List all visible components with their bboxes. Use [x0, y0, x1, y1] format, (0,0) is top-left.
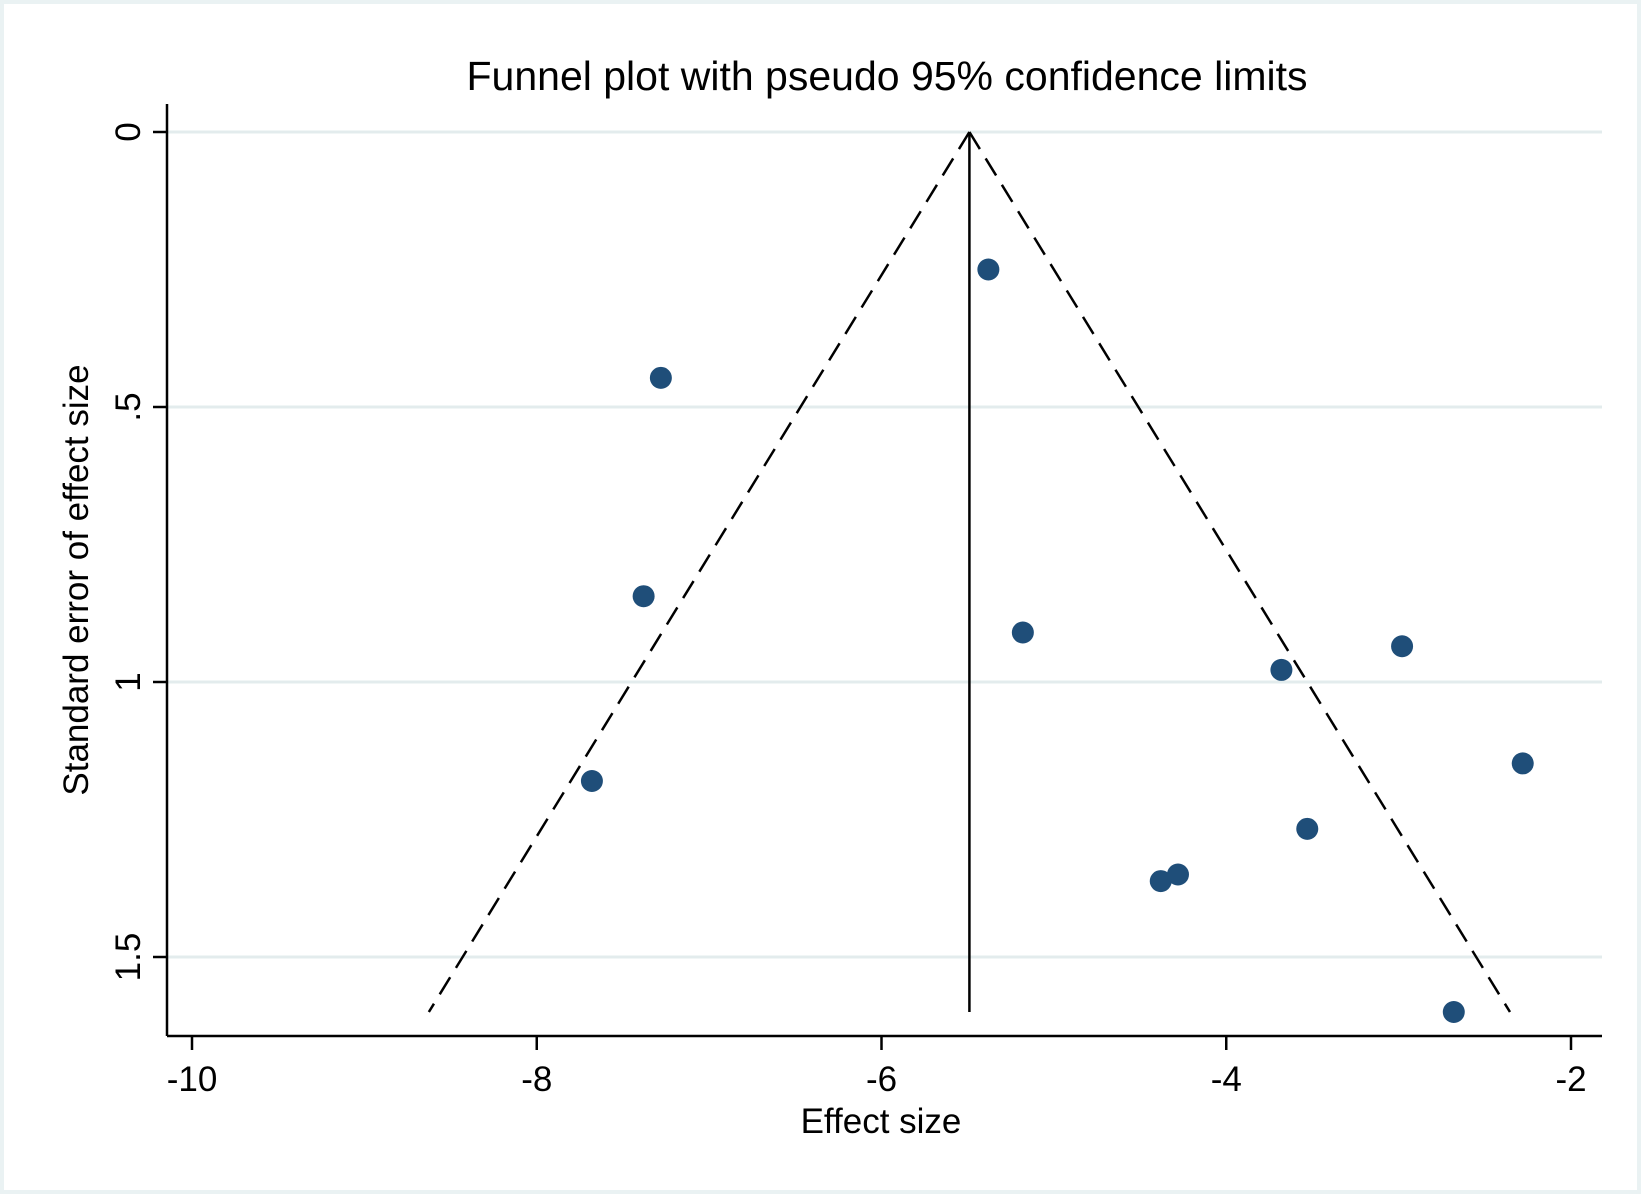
axes: -10 -8 -6 -4 -2 0 .5 1 1.5 [109, 104, 1602, 1099]
data-point-11 [1149, 870, 1172, 893]
gridlines [167, 130, 1602, 959]
data-point-3 [632, 585, 655, 608]
chart-frame: Funnel plot with pseudo 95% confidence l… [4, 4, 1637, 1190]
funnel-left-limit [427, 131, 971, 1013]
y-tick-label-0: 0 [109, 122, 148, 141]
data-point-7 [1391, 635, 1414, 658]
funnel-right-limit [968, 131, 1512, 1013]
x-tick-label-1: -8 [521, 1060, 552, 1099]
data-point-5 [1011, 621, 1034, 644]
data-point-6 [1270, 658, 1293, 681]
chart-title: Funnel plot with pseudo 95% confidence l… [467, 53, 1308, 99]
y-tick-label-3: 1.5 [109, 933, 148, 982]
x-tick-label-4: -2 [1555, 1060, 1586, 1099]
data-point-8 [1511, 752, 1534, 775]
funnel-plot: Funnel plot with pseudo 95% confidence l… [57, 53, 1602, 1141]
data-point-9 [1296, 817, 1319, 840]
y-axis-title: Standard error of effect size [57, 364, 96, 795]
data-point-4 [580, 770, 603, 792]
y-tick-label-2: 1 [109, 672, 148, 691]
confidence-funnel [427, 131, 1512, 1013]
y-tick-label-1: .5 [109, 392, 148, 421]
data-point-10 [1166, 863, 1189, 886]
x-tick-label-0: -10 [167, 1060, 218, 1099]
data-point-2 [649, 366, 672, 389]
study-points [580, 258, 1534, 1023]
x-tick-label-3: -4 [1211, 1060, 1242, 1099]
x-tick-label-2: -6 [866, 1060, 897, 1099]
data-point-12 [1442, 1001, 1465, 1023]
data-point-1 [977, 258, 1000, 281]
x-axis-title: Effect size [801, 1102, 962, 1141]
